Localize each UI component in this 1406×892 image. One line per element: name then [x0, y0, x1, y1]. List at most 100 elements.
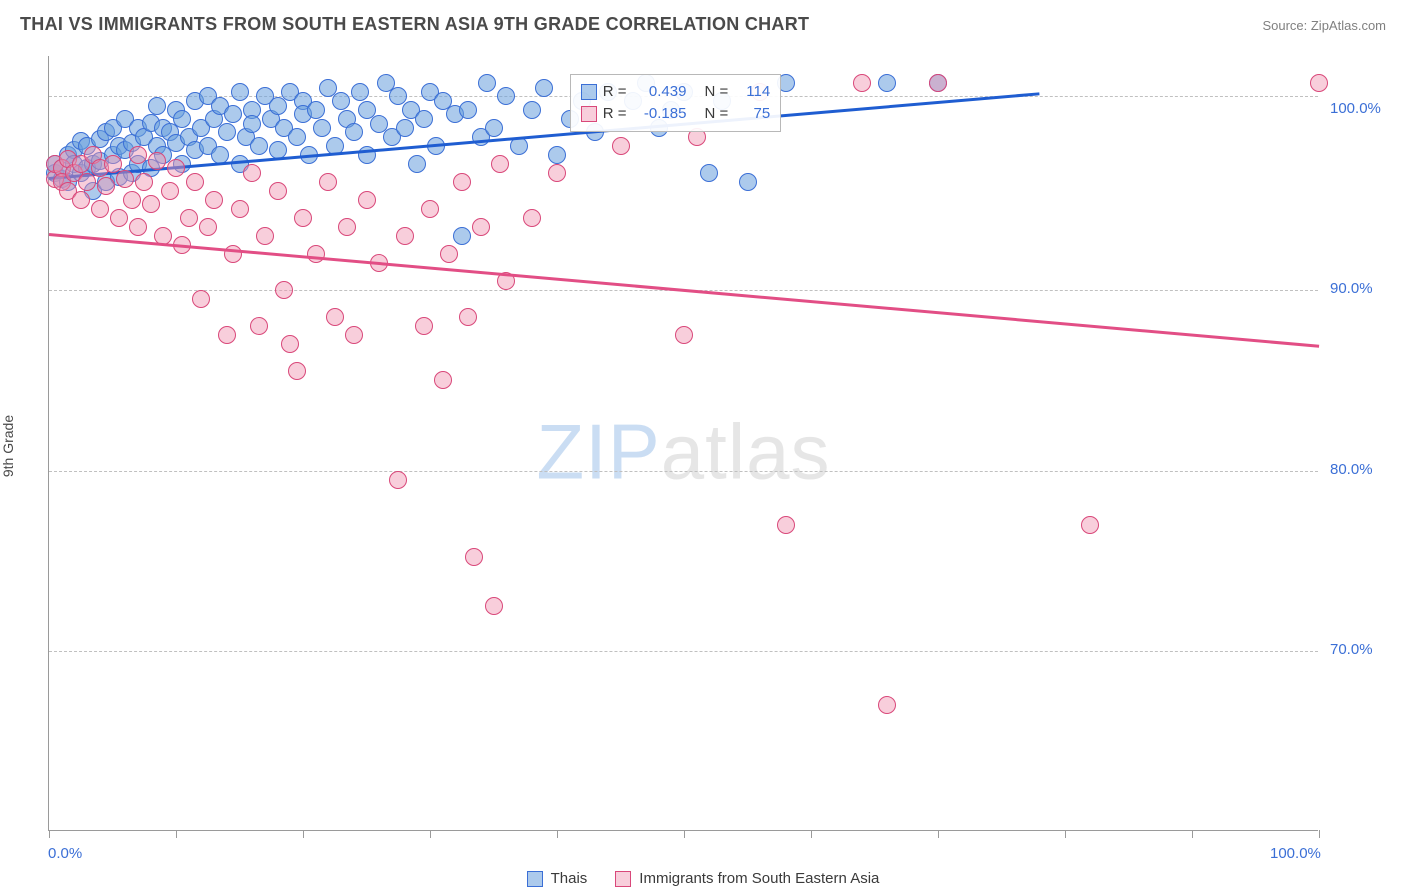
scatter-point: [186, 173, 204, 191]
scatter-point: [129, 218, 147, 236]
scatter-point: [250, 137, 268, 155]
scatter-point: [491, 155, 509, 173]
scatter-point: [472, 218, 490, 236]
scatter-point: [739, 173, 757, 191]
scatter-point: [338, 218, 356, 236]
stat-R-value: -0.185: [632, 103, 686, 125]
scatter-point: [700, 164, 718, 182]
scatter-point: [612, 137, 630, 155]
stats-legend: R =0.439 N = 114R =-0.185N =75: [570, 74, 782, 132]
bottom-legend: Thais Immigrants from South Eastern Asia: [0, 870, 1406, 887]
x-tick-mark: [938, 830, 939, 838]
x-tick-mark: [430, 830, 431, 838]
x-tick-mark: [49, 830, 50, 838]
scatter-point: [72, 191, 90, 209]
stat-N-value: 114: [734, 81, 770, 103]
scatter-point: [523, 209, 541, 227]
scatter-point: [358, 191, 376, 209]
scatter-point: [415, 110, 433, 128]
stat-N-label: N =: [704, 81, 728, 103]
scatter-point: [218, 123, 236, 141]
scatter-point: [256, 227, 274, 245]
stats-legend-row: R =0.439N =114: [581, 81, 771, 103]
scatter-point: [307, 101, 325, 119]
scatter-point: [313, 119, 331, 137]
watermark-pre: ZIP: [536, 408, 660, 496]
scatter-point: [78, 173, 96, 191]
y-axis-label: 9th Grade: [0, 415, 16, 477]
stat-R-value: 0.439: [632, 81, 686, 103]
scatter-point: [389, 471, 407, 489]
scatter-point: [275, 281, 293, 299]
scatter-point: [218, 326, 236, 344]
scatter-point: [1310, 74, 1328, 92]
scatter-point: [288, 128, 306, 146]
scatter-point: [173, 110, 191, 128]
scatter-point: [465, 548, 483, 566]
y-tick-label: 70.0%: [1330, 641, 1373, 658]
scatter-point: [231, 200, 249, 218]
scatter-point: [148, 97, 166, 115]
scatter-point: [440, 245, 458, 263]
x-tick-mark: [557, 830, 558, 838]
x-tick-mark: [1319, 830, 1320, 838]
scatter-point: [281, 335, 299, 353]
swatch-blue-icon: [581, 84, 597, 100]
scatter-point: [485, 597, 503, 615]
scatter-point: [288, 362, 306, 380]
x-tick-mark: [811, 830, 812, 838]
scatter-point: [497, 87, 515, 105]
scatter-point: [224, 105, 242, 123]
y-tick-label: 80.0%: [1330, 461, 1373, 478]
scatter-point: [929, 74, 947, 92]
x-tick-label: 0.0%: [48, 845, 82, 862]
scatter-point: [167, 159, 185, 177]
scatter-point: [269, 97, 287, 115]
scatter-point: [396, 119, 414, 137]
scatter-point: [548, 146, 566, 164]
stat-N-value: 75: [734, 103, 770, 125]
scatter-point: [123, 191, 141, 209]
scatter-point: [142, 195, 160, 213]
x-tick-mark: [303, 830, 304, 838]
scatter-point: [453, 227, 471, 245]
scatter-point: [523, 101, 541, 119]
x-tick-label: 100.0%: [1270, 845, 1321, 862]
stat-R-label: R =: [603, 103, 627, 125]
scatter-point: [485, 119, 503, 137]
chart-source: Source: ZipAtlas.com: [1262, 18, 1386, 33]
scatter-point: [535, 79, 553, 97]
scatter-point: [351, 83, 369, 101]
swatch-pink-icon: [581, 106, 597, 122]
scatter-point: [459, 101, 477, 119]
scatter-point: [243, 164, 261, 182]
scatter-point: [396, 227, 414, 245]
scatter-point: [243, 115, 261, 133]
scatter-point: [459, 308, 477, 326]
swatch-blue-icon: [527, 871, 543, 887]
scatter-point: [548, 164, 566, 182]
scatter-point: [421, 200, 439, 218]
scatter-point: [91, 200, 109, 218]
chart-title: THAI VS IMMIGRANTS FROM SOUTH EASTERN AS…: [20, 14, 809, 35]
scatter-point: [478, 74, 496, 92]
watermark-post: atlas: [661, 408, 831, 496]
chart-header: THAI VS IMMIGRANTS FROM SOUTH EASTERN AS…: [20, 14, 1386, 35]
scatter-point: [319, 173, 337, 191]
x-tick-mark: [684, 830, 685, 838]
scatter-point: [434, 371, 452, 389]
legend-item-thais: Thais: [527, 870, 588, 887]
scatter-point: [110, 209, 128, 227]
scatter-point: [1081, 516, 1099, 534]
scatter-point: [269, 182, 287, 200]
scatter-point: [180, 209, 198, 227]
scatter-point: [453, 173, 471, 191]
scatter-point: [675, 326, 693, 344]
plot-area: ZIPatlas R =0.439 N = 114R =-0.185N =75: [48, 56, 1318, 831]
scatter-point: [345, 326, 363, 344]
swatch-pink-icon: [615, 871, 631, 887]
scatter-point: [408, 155, 426, 173]
gridline-h: [49, 651, 1318, 652]
stats-legend-row: R =-0.185N =75: [581, 103, 771, 125]
scatter-point: [231, 83, 249, 101]
